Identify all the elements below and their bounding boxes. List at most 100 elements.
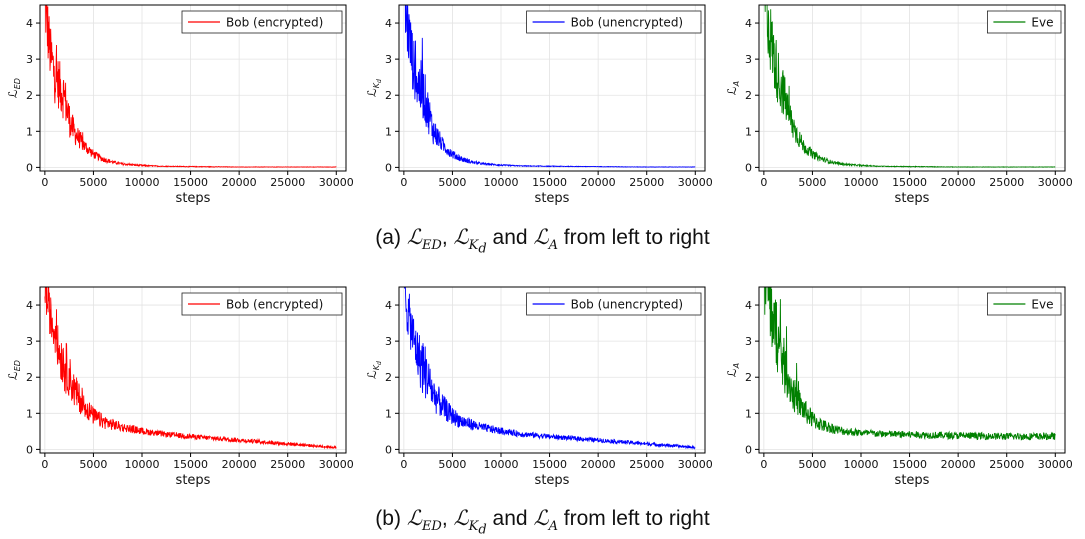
series-line-bob-unencrypted- — [404, 287, 696, 450]
y-tick-label: 4 — [385, 17, 392, 30]
x-tick-label: 0 — [400, 176, 407, 189]
chart-panel-a-3: Eve 0 5000 10000 15000 20000 25000 30000 0 1 2 3 4 st… — [725, 4, 1073, 206]
series-line-eve — [764, 287, 1056, 441]
series-line-bob-encrypted- — [45, 5, 337, 169]
chart-panel-b-1: Bob (encrypted) 0 5000 10000 15000 20000 25000… — [6, 286, 354, 488]
legend: Bob (unencrypted) — [526, 292, 702, 316]
x-axis-label: steps — [176, 473, 211, 488]
caption-a-loss2-sub: d — [478, 241, 487, 257]
y-tick-label: 3 — [26, 53, 33, 66]
y-tick-label: 1 — [26, 407, 33, 420]
x-axis-label: steps — [176, 191, 211, 206]
caption-b-and: and — [492, 507, 528, 530]
x-tick-label: 25000 — [629, 458, 664, 471]
x-tick-label: 20000 — [222, 176, 257, 189]
y-axis-label: ℒKd — [365, 79, 383, 97]
caption-b: (b) ℒED, ℒKd and ℒA from left to right — [375, 506, 710, 538]
y-tick-label: 3 — [385, 53, 392, 66]
legend-label: Bob (encrypted) — [226, 16, 323, 30]
y-tick-label: 4 — [385, 299, 392, 312]
legend: Bob (unencrypted) — [526, 10, 702, 34]
legend-box — [181, 10, 343, 34]
x-tick-label: 5000 — [438, 458, 466, 471]
legend-box — [181, 292, 343, 316]
y-tick-label: 0 — [745, 443, 752, 456]
caption-a-label: (a) — [375, 226, 401, 249]
caption-a-and: and — [492, 226, 528, 249]
x-tick-label: 5000 — [798, 176, 826, 189]
x-tick-label: 20000 — [581, 176, 616, 189]
caption-b-loss2: K — [468, 519, 479, 535]
legend-label: Bob (encrypted) — [226, 298, 323, 312]
caption-a-loss1: ED — [421, 238, 442, 254]
x-tick-label: 0 — [41, 458, 48, 471]
x-tick-label: 10000 — [125, 176, 160, 189]
legend-label: Eve — [1031, 298, 1053, 312]
x-tick-label: 15000 — [173, 176, 208, 189]
caption-b-label: (b) — [375, 507, 401, 530]
y-tick-label: 2 — [385, 89, 392, 102]
x-tick-label: 30000 — [1038, 458, 1073, 471]
legend-box — [526, 10, 702, 34]
x-tick-label: 25000 — [989, 458, 1024, 471]
y-axis-label: ℒA — [725, 81, 741, 95]
x-tick-label: 25000 — [270, 458, 305, 471]
y-tick-label: 1 — [745, 407, 752, 420]
y-tick-label: 2 — [26, 371, 33, 384]
x-tick-label: 15000 — [532, 458, 567, 471]
x-tick-label: 10000 — [484, 458, 519, 471]
y-tick-label: 4 — [26, 299, 33, 312]
legend: Eve — [987, 10, 1062, 34]
caption-a-loss3: A — [548, 238, 558, 254]
x-tick-label: 10000 — [844, 458, 879, 471]
figure-svg: Bob (encrypted)0 5000 10000 15000 20000 25000… — [6, 4, 1073, 488]
y-tick-label: 1 — [745, 125, 752, 138]
x-tick-label: 0 — [760, 176, 767, 189]
y-tick-label: 0 — [385, 161, 392, 174]
y-tick-label: 4 — [745, 299, 752, 312]
y-tick-label: 2 — [745, 371, 752, 384]
chart-panel-a-1: Bob (encrypted) 0 5000 10000 15000 20000 25000… — [6, 4, 354, 206]
x-tick-label: 5000 — [79, 458, 107, 471]
x-tick-label: 30000 — [319, 458, 354, 471]
y-tick-label: 1 — [26, 125, 33, 138]
x-tick-label: 10000 — [484, 176, 519, 189]
y-axis-label: ℒA — [725, 363, 741, 377]
x-axis-label: steps — [895, 191, 930, 206]
y-tick-label: 3 — [26, 335, 33, 348]
y-tick-label: 0 — [745, 161, 752, 174]
legend-label: Eve — [1031, 16, 1053, 30]
y-tick-label: 3 — [745, 335, 752, 348]
y-tick-label: 0 — [385, 443, 392, 456]
y-tick-label: 2 — [745, 89, 752, 102]
series-line-eve — [764, 5, 1056, 168]
y-tick-label: 2 — [26, 89, 33, 102]
x-tick-label: 15000 — [892, 458, 927, 471]
x-tick-label: 15000 — [892, 176, 927, 189]
x-tick-label: 15000 — [532, 176, 567, 189]
x-tick-label: 20000 — [222, 458, 257, 471]
x-axis-label: steps — [895, 473, 930, 488]
x-tick-label: 20000 — [941, 458, 976, 471]
legend-label: Bob (unencrypted) — [571, 298, 684, 312]
y-tick-label: 4 — [26, 17, 33, 30]
x-tick-label: 10000 — [125, 458, 160, 471]
x-tick-label: 20000 — [941, 176, 976, 189]
x-axis-label: steps — [535, 473, 570, 488]
legend: Bob (encrypted) — [181, 10, 343, 34]
caption-b-tail: from left to right — [563, 507, 710, 530]
x-tick-label: 30000 — [1038, 176, 1073, 189]
caption-a-loss2: K — [468, 238, 479, 254]
legend: Bob (encrypted) — [181, 292, 343, 316]
series-line-bob-unencrypted- — [404, 5, 696, 168]
axes-frame — [398, 286, 706, 454]
x-tick-label: 0 — [760, 458, 767, 471]
x-tick-label: 25000 — [629, 176, 664, 189]
y-tick-label: 3 — [385, 335, 392, 348]
x-tick-label: 25000 — [270, 176, 305, 189]
y-tick-label: 1 — [385, 125, 392, 138]
x-tick-label: 0 — [400, 458, 407, 471]
x-tick-label: 15000 — [173, 458, 208, 471]
x-tick-label: 5000 — [798, 458, 826, 471]
chart-panel-b-2: Bob (unencrypted) 0 5000 10000 15000 20000 250… — [365, 286, 713, 488]
